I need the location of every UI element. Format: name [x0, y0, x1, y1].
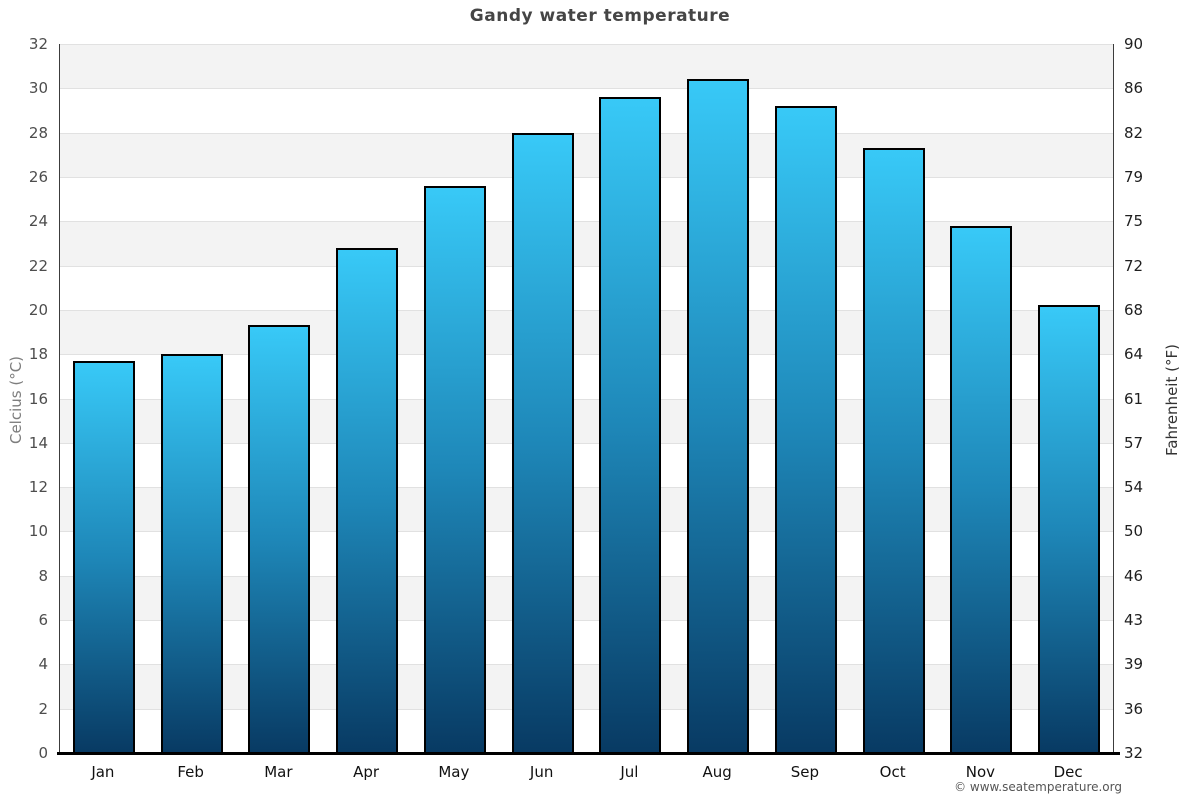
grid-band — [60, 44, 1113, 89]
right-tick-label: 36 — [1124, 699, 1144, 718]
bar-aug — [687, 79, 750, 753]
right-tick-label: 90 — [1124, 35, 1144, 53]
grid-band — [60, 221, 1113, 266]
month-label-mar: Mar — [264, 763, 293, 781]
right-tick-label: 64 — [1124, 345, 1144, 364]
copyright-credit: © www.seatemperature.org — [954, 780, 1122, 794]
right-tick-label: 43 — [1124, 611, 1144, 630]
grid-band — [60, 176, 1113, 221]
left-tick-label: 12 — [28, 478, 48, 497]
right-tick-label: 68 — [1124, 300, 1144, 319]
right-tick-label: 61 — [1124, 389, 1144, 408]
bar-apr — [336, 247, 399, 753]
right-tick-label: 54 — [1124, 478, 1144, 497]
right-tick-label: 32 — [1124, 744, 1144, 762]
bar-jun — [511, 132, 574, 753]
right-axis-title: Fahrenheit (°F) — [1163, 344, 1181, 456]
left-tick-label: 0 — [38, 744, 48, 762]
right-tick-label: 75 — [1124, 212, 1144, 231]
right-tick-label: 57 — [1124, 433, 1144, 452]
chart-title: Gandy water temperature — [469, 6, 731, 26]
grid-band — [60, 354, 1113, 398]
left-tick-label: 18 — [28, 345, 48, 364]
right-tick-label: 50 — [1124, 522, 1144, 541]
month-label-jan: Jan — [91, 763, 115, 781]
grid-band — [60, 132, 1113, 177]
grid-band — [60, 265, 1113, 310]
grid-band — [60, 531, 1113, 575]
grid-band — [60, 309, 1113, 355]
grid-band — [60, 708, 1113, 753]
month-label-jun: Jun — [529, 763, 554, 781]
right-tick-label: 46 — [1124, 566, 1144, 585]
month-label-apr: Apr — [353, 763, 380, 781]
left-tick-label: 14 — [28, 433, 48, 452]
month-label-sep: Sep — [790, 763, 820, 781]
grid-band — [60, 620, 1113, 664]
month-label-aug: Aug — [702, 763, 732, 781]
month-label-may: May — [438, 763, 470, 781]
left-tick-label: 8 — [38, 566, 48, 585]
left-tick-label: 22 — [28, 256, 48, 275]
month-label-dec: Dec — [1053, 763, 1083, 781]
right-tick-label: 82 — [1124, 123, 1144, 142]
left-tick-label: 6 — [38, 611, 48, 630]
left-tick-label: 4 — [38, 655, 48, 674]
left-tick-label: 30 — [28, 79, 48, 98]
bar-oct — [862, 148, 925, 753]
grid-band — [60, 442, 1113, 487]
left-tick-label: 2 — [38, 699, 48, 718]
bar-feb — [160, 354, 223, 753]
left-tick-label: 32 — [28, 35, 48, 53]
month-label-jul: Jul — [620, 763, 639, 781]
bar-nov — [950, 225, 1013, 753]
grid-band — [60, 575, 1113, 621]
month-label-nov: Nov — [965, 763, 996, 781]
month-label-feb: Feb — [177, 763, 204, 781]
plot-area — [59, 44, 1114, 753]
grid-band — [60, 487, 1113, 532]
left-tick-label: 10 — [28, 522, 48, 541]
left-tick-label: 24 — [28, 212, 48, 231]
bar-jul — [599, 97, 662, 753]
left-tick-label: 16 — [28, 389, 48, 408]
month-label-oct: Oct — [879, 763, 906, 781]
bar-may — [423, 185, 486, 753]
bar-dec — [1038, 305, 1101, 753]
left-tick-label: 28 — [28, 123, 48, 142]
right-tick-label: 86 — [1124, 79, 1144, 98]
grid-band — [60, 664, 1113, 709]
bar-mar — [248, 325, 311, 753]
right-tick-label: 39 — [1124, 655, 1144, 674]
bar-sep — [774, 106, 837, 753]
right-tick-label: 72 — [1124, 256, 1144, 275]
left-tick-label: 26 — [28, 167, 48, 186]
grid-band — [60, 88, 1113, 132]
grid-band — [60, 398, 1113, 443]
left-tick-label: 20 — [28, 300, 48, 319]
right-tick-label: 79 — [1124, 167, 1144, 186]
bar-jan — [72, 360, 135, 753]
x-axis-line — [57, 752, 1120, 755]
